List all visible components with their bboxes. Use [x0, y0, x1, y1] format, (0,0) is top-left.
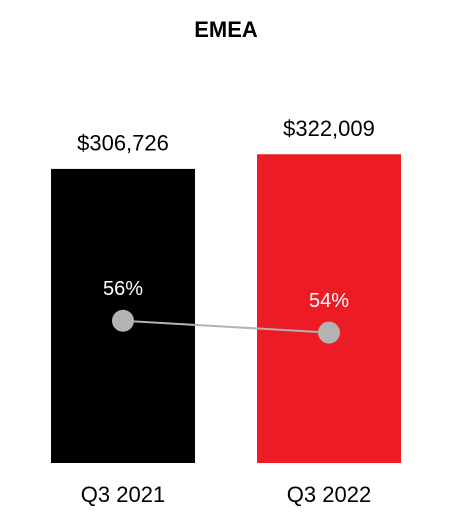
point-label: 56% [103, 278, 143, 300]
value-label: $306,726 [77, 131, 169, 156]
x-tick-label: Q3 2021 [81, 482, 165, 507]
point-label: 54% [309, 290, 349, 312]
point [112, 309, 134, 332]
value-label: $322,009 [283, 116, 375, 141]
chart-title: EMEA [194, 17, 258, 42]
x-tick-label: Q3 2022 [287, 482, 371, 507]
point [318, 321, 340, 344]
bar [257, 154, 401, 464]
line [122, 319, 330, 334]
